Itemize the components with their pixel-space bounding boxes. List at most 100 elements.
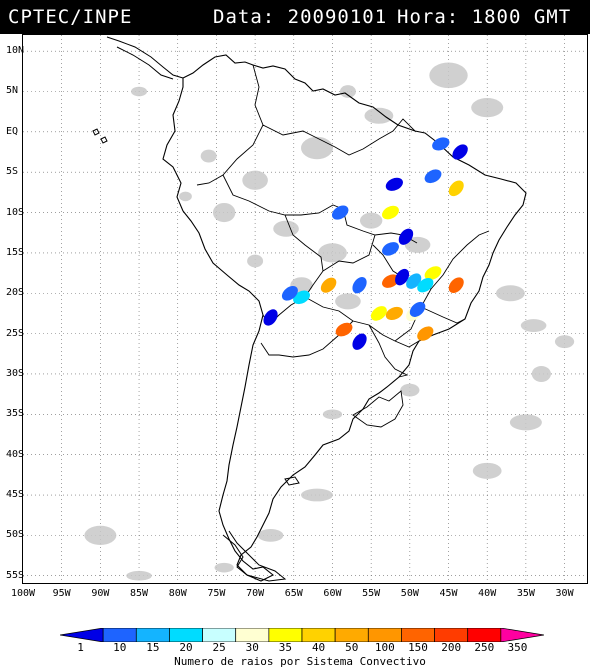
latitude-label: 55S bbox=[6, 569, 25, 581]
convective-system bbox=[448, 180, 464, 197]
longitude-label: 90W bbox=[91, 588, 110, 599]
latitude-label: 20S bbox=[6, 287, 25, 299]
longitude-label: 70W bbox=[246, 588, 265, 599]
map-canvas bbox=[23, 35, 587, 583]
cloud-patch bbox=[364, 107, 394, 124]
map-frame bbox=[22, 34, 588, 584]
latitude-label: 50S bbox=[6, 529, 25, 541]
convective-system bbox=[424, 169, 442, 184]
longitude-label: 85W bbox=[130, 588, 149, 599]
colorbar-swatch bbox=[301, 628, 336, 642]
convective-system bbox=[385, 177, 403, 191]
country-borders bbox=[196, 64, 490, 378]
longitude-label: 30W bbox=[555, 588, 574, 599]
latitude-label: 30S bbox=[6, 367, 25, 379]
cloud-patch bbox=[471, 98, 504, 118]
graticule bbox=[23, 35, 587, 583]
longitude-label: 95W bbox=[52, 588, 71, 599]
convective-system bbox=[398, 228, 414, 245]
cloud-patch bbox=[257, 528, 284, 542]
latitude-label: 35S bbox=[6, 408, 25, 420]
convective-system bbox=[370, 306, 387, 321]
longitude-label: 40W bbox=[478, 588, 497, 599]
convective-system bbox=[352, 333, 367, 350]
convective-system bbox=[417, 326, 434, 341]
colorbar-swatch bbox=[434, 628, 469, 642]
cloud-patch bbox=[404, 236, 431, 253]
cloud-patch bbox=[335, 293, 361, 310]
colorbar-swatch bbox=[60, 628, 104, 642]
falkland-islands bbox=[284, 476, 300, 486]
longitude-label: 50W bbox=[400, 588, 419, 599]
colorbar-label: 100 bbox=[374, 641, 395, 654]
longitude-label: 65W bbox=[284, 588, 303, 599]
cloud-patch bbox=[126, 570, 152, 581]
cloud-patch bbox=[322, 409, 343, 420]
latitude-label: 15S bbox=[6, 246, 25, 258]
colorbar-label: 25 bbox=[212, 641, 226, 654]
colorbar-swatch bbox=[334, 628, 369, 642]
latitude-label: 25S bbox=[6, 327, 25, 339]
colorbar-label: 10 bbox=[113, 641, 127, 654]
colorbar-label: 15 bbox=[146, 641, 160, 654]
colorbar-swatch bbox=[235, 628, 270, 642]
latitude-label: 5N bbox=[6, 85, 19, 97]
latitude-label: 40S bbox=[6, 448, 25, 460]
convective-system bbox=[432, 137, 450, 151]
source-label: CPTEC/INPE bbox=[8, 6, 133, 28]
colorbar-label: 200 bbox=[441, 641, 462, 654]
convective-system bbox=[424, 266, 442, 280]
convective-system bbox=[382, 205, 399, 220]
longitude-label: 35W bbox=[516, 588, 535, 599]
convective-system bbox=[448, 277, 464, 293]
continent-outline bbox=[92, 36, 527, 582]
colorbar-swatch bbox=[102, 628, 137, 642]
latitude-label: EQ bbox=[6, 125, 19, 137]
latitude-label: 45S bbox=[6, 489, 25, 501]
cloud-patch bbox=[300, 488, 333, 502]
colorbar-swatch bbox=[467, 628, 502, 642]
colorbar-label: 35 bbox=[278, 641, 293, 654]
cloud-patch bbox=[200, 149, 217, 163]
latitude-label: 10N bbox=[6, 45, 25, 57]
uruguay-border bbox=[352, 390, 404, 428]
cloud-patch bbox=[472, 462, 502, 479]
colorbar-swatch bbox=[268, 628, 303, 642]
colorbar-label: 20 bbox=[179, 641, 193, 654]
cloud-patch bbox=[84, 525, 117, 545]
tierra-del-fuego bbox=[222, 530, 287, 582]
cloud-patch bbox=[247, 254, 264, 268]
galapagos-islands bbox=[92, 128, 108, 144]
longitude-label: 60W bbox=[323, 588, 342, 599]
convective-system bbox=[335, 322, 353, 337]
convective-system bbox=[293, 290, 310, 305]
cloud-patch bbox=[212, 202, 236, 223]
colorbar-swatch bbox=[500, 628, 544, 642]
cloud-patch bbox=[520, 319, 547, 332]
colorbar bbox=[60, 628, 544, 642]
convective-system bbox=[452, 144, 468, 160]
cloud-patch bbox=[531, 365, 551, 382]
colorbar-label: 250 bbox=[474, 641, 495, 654]
cloud-patch bbox=[300, 136, 333, 160]
cloud-patch bbox=[554, 335, 575, 349]
cloud-patch bbox=[359, 212, 383, 229]
central-america-coastline bbox=[106, 36, 184, 80]
colorbar-title: Numero de raios por Sistema Convectivo bbox=[174, 655, 426, 668]
convective-system bbox=[382, 274, 399, 288]
convective-systems bbox=[263, 137, 468, 350]
cloud-patch bbox=[131, 86, 148, 97]
cloud-cover bbox=[84, 62, 575, 581]
cloud-patch bbox=[339, 85, 356, 98]
cloud-patch bbox=[509, 414, 542, 431]
cloud-patch bbox=[214, 562, 234, 573]
colorbar-label: 30 bbox=[245, 641, 259, 654]
cloud-patch bbox=[318, 243, 347, 263]
colorbar-label: 40 bbox=[311, 641, 326, 654]
convective-system bbox=[409, 301, 426, 317]
convective-system bbox=[331, 205, 349, 220]
longitude-label: 45W bbox=[439, 588, 458, 599]
colorbar-swatch bbox=[135, 628, 170, 642]
latitude-label: 10S bbox=[6, 206, 25, 218]
convective-system bbox=[417, 278, 434, 293]
